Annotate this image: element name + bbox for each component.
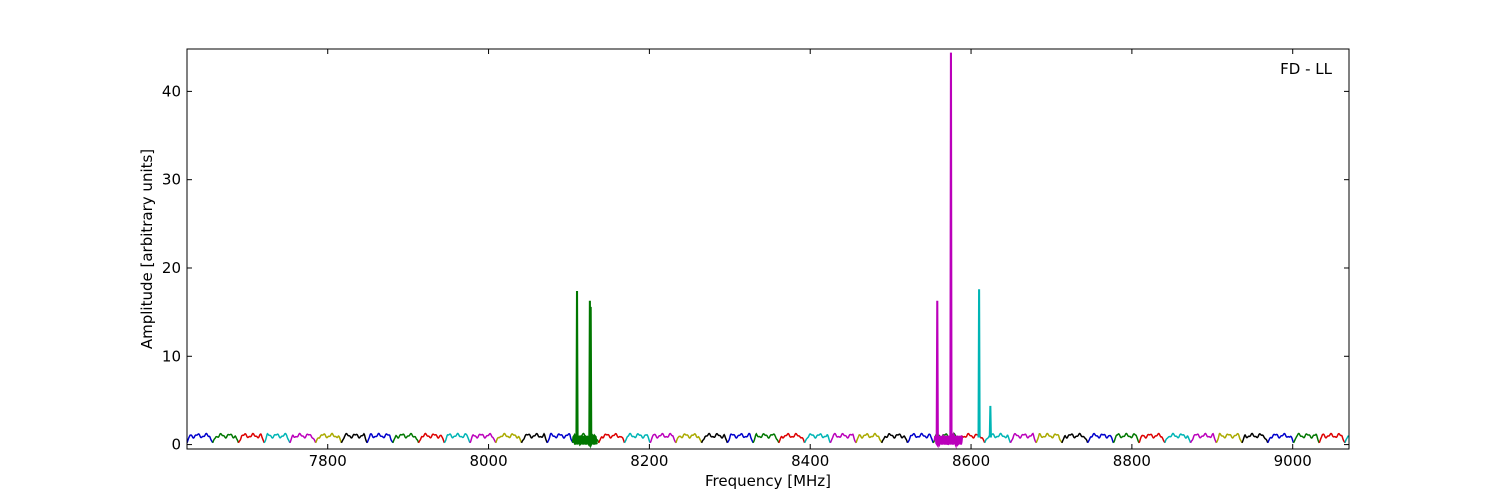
baseline-segment bbox=[649, 432, 677, 444]
rfi-cluster bbox=[933, 431, 964, 449]
baseline-segment bbox=[340, 432, 368, 444]
baseline-segment bbox=[392, 432, 420, 444]
baseline-segment bbox=[469, 432, 497, 444]
baseline-segment bbox=[1215, 432, 1243, 444]
y-axis-label: Amplitude [arbitrary units] bbox=[138, 149, 156, 349]
x-tick-label: 8000 bbox=[469, 452, 507, 470]
baseline-segment bbox=[906, 432, 934, 444]
baseline-segment bbox=[726, 432, 754, 444]
x-tick-label: 8600 bbox=[952, 452, 990, 470]
baseline-segment bbox=[1035, 432, 1063, 444]
spike-line bbox=[575, 291, 579, 438]
x-tick-label: 8400 bbox=[791, 452, 829, 470]
baseline-segment bbox=[1344, 435, 1349, 444]
annotation-label: FD - LL bbox=[1280, 60, 1332, 78]
plot-frame bbox=[186, 48, 1350, 450]
baseline-segment bbox=[752, 432, 780, 444]
spike-line bbox=[988, 405, 992, 438]
baseline-segment bbox=[778, 432, 806, 444]
x-tick-label: 7800 bbox=[309, 452, 347, 470]
baseline-segment bbox=[289, 432, 317, 444]
x-tick-label: 8800 bbox=[1113, 452, 1151, 470]
baseline-segment bbox=[623, 432, 651, 444]
baseline-segment bbox=[598, 432, 626, 444]
spike-line bbox=[589, 306, 593, 438]
baseline-segment bbox=[881, 433, 909, 444]
baseline-segment bbox=[417, 432, 446, 444]
baseline-segment bbox=[187, 432, 214, 444]
baseline-segment bbox=[1112, 432, 1140, 444]
y-tick-label: 0 bbox=[171, 436, 181, 454]
baseline-segment bbox=[237, 432, 265, 444]
baseline-segment bbox=[855, 432, 883, 444]
x-tick-label: 8200 bbox=[630, 452, 668, 470]
baseline-segment bbox=[803, 433, 832, 444]
rfi-cluster bbox=[571, 431, 598, 449]
baseline-segment bbox=[314, 432, 343, 444]
baseline-segment bbox=[495, 432, 523, 444]
spike-line bbox=[935, 300, 939, 438]
baseline-segment bbox=[984, 432, 1012, 444]
baseline-segment bbox=[263, 432, 291, 444]
baseline-segment bbox=[1061, 432, 1089, 444]
y-tick-label: 40 bbox=[162, 82, 181, 100]
series-layer bbox=[187, 52, 1349, 449]
baseline-segment bbox=[700, 432, 729, 444]
x-axis-label: Frequency [MHz] bbox=[705, 472, 831, 490]
baseline-segment bbox=[829, 432, 857, 444]
ticks-layer: 7800 8000 8200 8400 8600 8800 9000 0 10 20 30 40 bbox=[162, 49, 1349, 470]
baseline-segment bbox=[1086, 432, 1115, 444]
y-tick-label: 20 bbox=[162, 259, 181, 277]
baseline-segment bbox=[1189, 432, 1218, 444]
spike-line bbox=[949, 52, 953, 438]
baseline-segment bbox=[546, 432, 574, 444]
baseline-segment bbox=[212, 432, 240, 444]
baseline-segment bbox=[1318, 432, 1346, 444]
baseline-segment bbox=[366, 432, 394, 444]
baseline-segment bbox=[1292, 432, 1320, 444]
baseline-segment bbox=[1267, 432, 1295, 444]
baseline-segment bbox=[443, 432, 471, 444]
y-tick-label: 10 bbox=[162, 347, 181, 365]
baseline-segment bbox=[1164, 432, 1192, 444]
spike-line bbox=[977, 289, 981, 438]
y-tick-label: 30 bbox=[162, 171, 181, 189]
baseline-segment bbox=[1138, 432, 1166, 444]
baseline-segment bbox=[1009, 432, 1037, 444]
x-tick-label: 9000 bbox=[1274, 452, 1312, 470]
baseline-segment bbox=[520, 432, 548, 444]
baseline-segment bbox=[675, 433, 703, 444]
baseline-segment bbox=[1241, 432, 1269, 444]
